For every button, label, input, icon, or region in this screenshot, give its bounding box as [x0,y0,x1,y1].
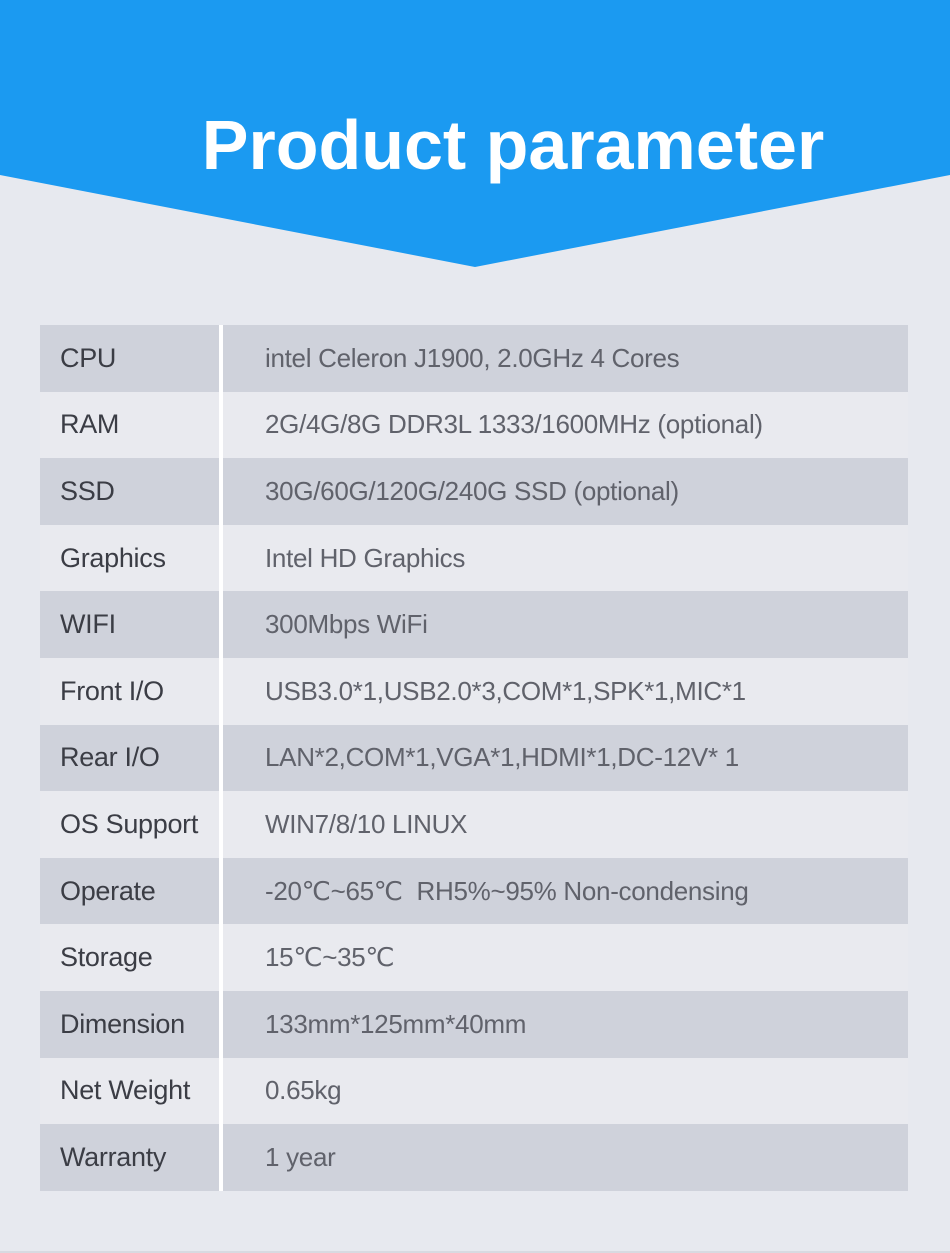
spec-label: Front I/O [60,675,164,706]
spec-label: Net Weight [60,1075,191,1106]
column-divider [219,325,223,392]
column-divider [219,591,223,658]
table-row-front-io: Front I/O USB3.0*1,USB2.0*3,COM*1,SPK*1,… [40,657,908,725]
table-row-ram: RAM 2G/4G/8G DDR3L 1333/1600MHz (optiona… [40,391,908,459]
spec-value: 1 year [265,1141,336,1172]
spec-label: Warranty [60,1141,167,1172]
spec-label: SSD [60,475,115,506]
table-row-net-weight: Net Weight 0.65kg [40,1057,908,1125]
spec-label: CPU [60,342,117,373]
spec-value: 30G/60G/120G/240G SSD (optional) [265,475,679,506]
spec-value: 15℃~35℃ [265,942,395,973]
page-title: Product parameter [201,106,825,184]
table-row-storage: Storage 15℃~35℃ [40,924,908,991]
spec-label: OS Support [60,808,199,839]
column-divider [219,524,223,592]
table-row-ssd: SSD 30G/60G/120G/240G SSD (optional) [40,458,908,525]
column-divider [219,391,223,459]
column-divider [219,1057,223,1125]
spec-value: intel Celeron J1900, 2.0GHz 4 Cores [265,342,680,373]
spec-value: 0.65kg [265,1075,342,1106]
spec-label: Graphics [60,542,166,573]
spec-value: LAN*2,COM*1,VGA*1,HDMI*1,DC-12V* 1 [265,742,739,773]
spec-value: 133mm*125mm*40mm [265,1008,527,1039]
column-divider [219,791,223,858]
spec-value: USB3.0*1,USB2.0*3,COM*1,SPK*1,MIC*1 [265,675,746,706]
table-row-wifi: WIFI 300Mbps WiFi [40,591,908,658]
column-divider [219,1124,223,1191]
column-divider [219,990,223,1058]
table-row-os-support: OS Support WIN7/8/10 LINUX [40,791,908,858]
bottom-edge-line [0,1251,950,1253]
table-row-cpu: CPU intel Celeron J1900, 2.0GHz 4 Cores [40,325,908,392]
table-row-rear-io: Rear I/O LAN*2,COM*1,VGA*1,HDMI*1,DC-12V… [40,724,908,792]
column-divider [219,857,223,925]
spec-label: Rear I/O [60,742,160,773]
spec-value: 300Mbps WiFi [265,609,428,640]
spec-table: CPU intel Celeron J1900, 2.0GHz 4 Cores … [40,325,908,1191]
spec-value: WIN7/8/10 LINUX [265,808,468,839]
table-row-operate: Operate -20℃~65℃ RH5%~95% Non-condensing [40,857,908,925]
spec-value: -20℃~65℃ RH5%~95% Non-condensing [265,875,749,906]
column-divider [219,657,223,725]
table-row-graphics: Graphics Intel HD Graphics [40,524,908,592]
spec-label: RAM [60,409,120,440]
spec-label: Storage [60,942,153,973]
spec-value: Intel HD Graphics [265,542,466,573]
table-row-warranty: Warranty 1 year [40,1124,908,1191]
spec-label: WIFI [60,609,116,640]
table-row-dimension: Dimension 133mm*125mm*40mm [40,990,908,1058]
column-divider [219,724,223,792]
column-divider [219,458,223,525]
column-divider [219,924,223,991]
spec-label: Operate [60,875,156,906]
spec-label: Dimension [60,1008,185,1039]
spec-value: 2G/4G/8G DDR3L 1333/1600MHz (optional) [265,409,763,440]
